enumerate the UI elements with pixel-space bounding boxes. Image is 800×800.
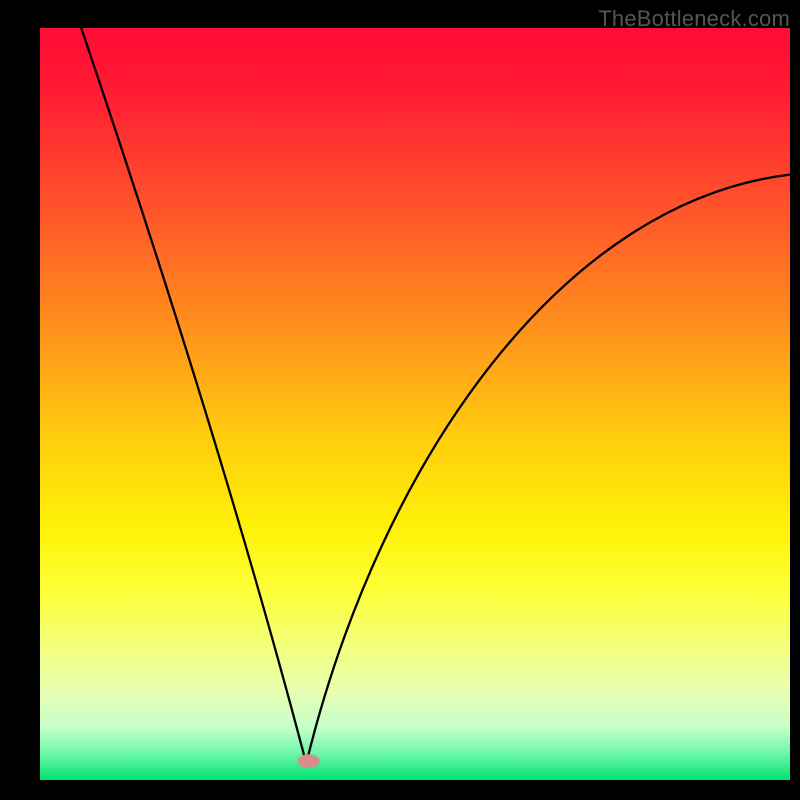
border-left [0,0,40,800]
border-right [790,0,800,800]
watermark-text: TheBottleneck.com [598,6,790,32]
bottleneck-chart [0,0,800,800]
border-bottom [0,780,800,800]
plot-background [40,28,790,780]
optimal-point-marker [298,754,320,768]
